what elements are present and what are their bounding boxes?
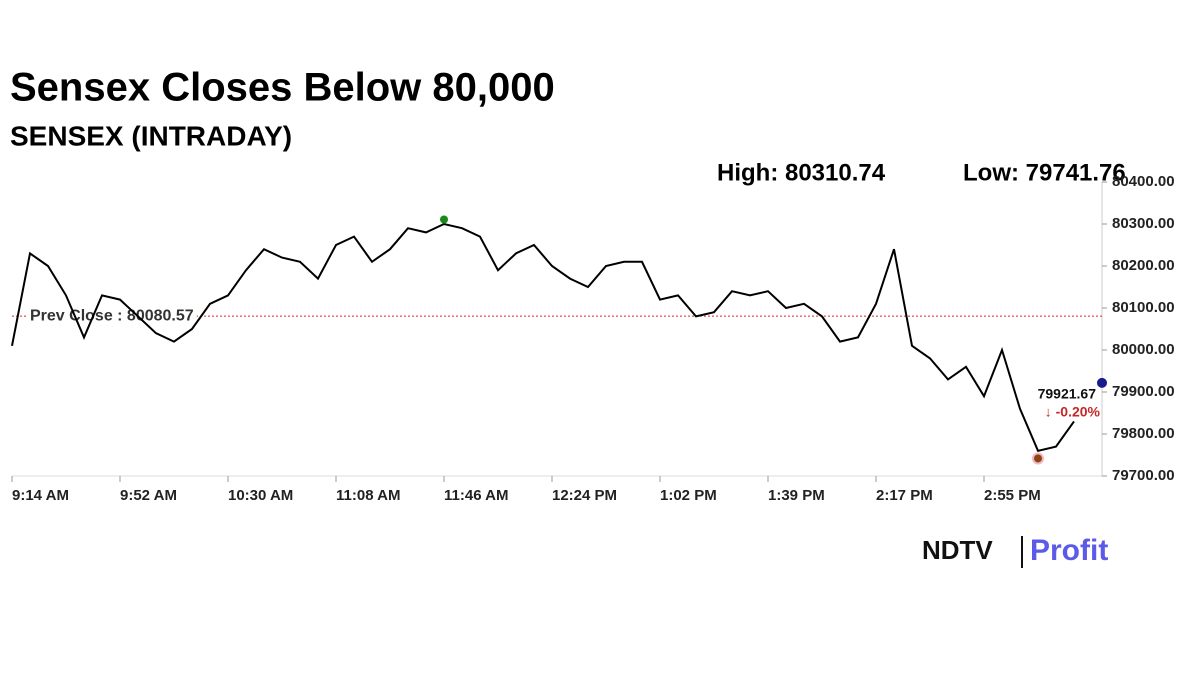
reference-label: Prev Close : 80080.57	[30, 307, 194, 324]
y-tick-label: 79700.00	[1112, 467, 1175, 484]
logo-ndtv: NDTV	[922, 535, 993, 565]
y-tick-label: 79800.00	[1112, 425, 1175, 442]
x-tick-label: 12:24 PM	[552, 487, 617, 504]
chart-subtitle: SENSEX (INTRADAY)	[10, 120, 292, 151]
y-tick-label: 79900.00	[1112, 383, 1175, 400]
x-tick-label: 1:39 PM	[768, 487, 825, 504]
x-tick-label: 9:14 AM	[12, 487, 69, 504]
y-tick-label: 80400.00	[1112, 173, 1175, 190]
x-tick-label: 2:55 PM	[984, 487, 1041, 504]
high-marker	[440, 215, 448, 224]
last-value-label: 79921.67	[1038, 386, 1097, 402]
x-tick-label: 10:30 AM	[228, 487, 293, 504]
high-label: High: 80310.74	[717, 159, 886, 186]
x-tick-label: 9:52 AM	[120, 487, 177, 504]
x-tick-label: 11:08 AM	[336, 487, 400, 504]
y-tick-label: 80000.00	[1112, 341, 1175, 358]
x-tick-label: 11:46 AM	[444, 487, 508, 504]
y-tick-label: 80100.00	[1112, 299, 1175, 316]
logo-profit: Profit	[1030, 534, 1108, 567]
reference-label-bg	[27, 306, 197, 326]
chart-title: Sensex Closes Below 80,000	[10, 66, 555, 110]
y-tick-label: 80300.00	[1112, 215, 1175, 232]
low-marker	[1032, 452, 1044, 465]
price-line	[11, 222, 1075, 452]
x-tick-label: 1:02 PM	[660, 487, 717, 504]
y-tick-label: 80200.00	[1112, 257, 1175, 274]
last-change-label: ↓ -0.20%	[1045, 404, 1101, 420]
last-marker	[1097, 377, 1107, 388]
x-tick-label: 2:17 PM	[876, 487, 933, 504]
low-label: Low: 79741.76	[963, 159, 1126, 186]
